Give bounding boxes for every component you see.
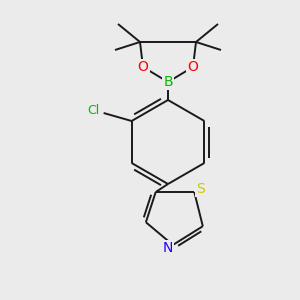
Text: Cl: Cl bbox=[88, 104, 100, 118]
Text: N: N bbox=[163, 241, 173, 255]
Text: O: O bbox=[188, 60, 198, 74]
Text: O: O bbox=[138, 60, 148, 74]
Text: S: S bbox=[196, 182, 205, 196]
Text: B: B bbox=[163, 75, 173, 89]
